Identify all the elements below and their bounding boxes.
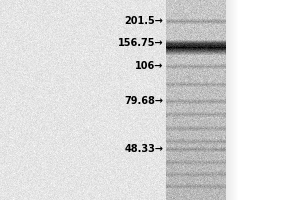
Text: 48.33→: 48.33→ bbox=[124, 144, 164, 154]
Text: 201.5→: 201.5→ bbox=[124, 16, 164, 26]
Text: 79.68→: 79.68→ bbox=[124, 96, 164, 106]
Text: 106→: 106→ bbox=[135, 61, 164, 71]
Text: 156.75→: 156.75→ bbox=[118, 38, 164, 48]
